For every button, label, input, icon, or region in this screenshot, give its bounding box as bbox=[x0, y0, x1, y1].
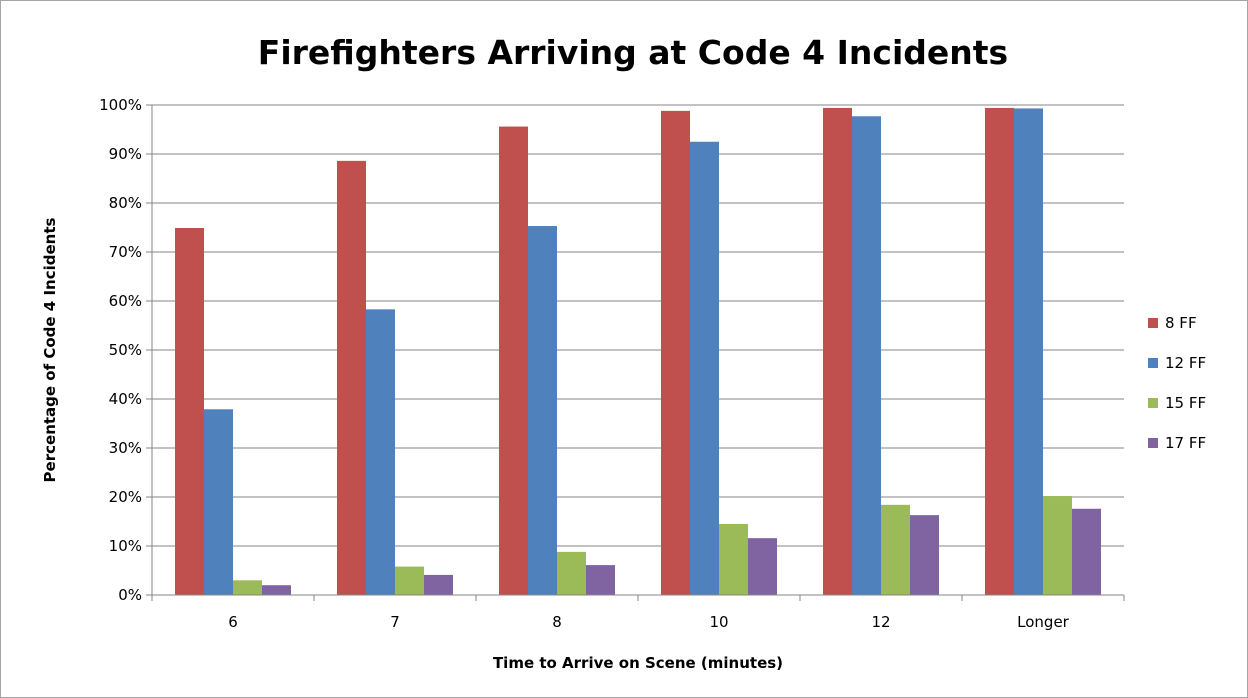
legend-swatch bbox=[1148, 438, 1158, 448]
x-tick-label: 6 bbox=[228, 613, 238, 631]
x-tick-label: 8 bbox=[552, 613, 562, 631]
bar bbox=[852, 116, 881, 596]
bar bbox=[366, 309, 395, 595]
gridlines bbox=[152, 104, 1124, 547]
bar bbox=[528, 226, 557, 595]
x-axis-ticks: 6 7 8 10 12 Longer bbox=[151, 595, 1125, 631]
x-axis-title: Time to Arrive on Scene (minutes) bbox=[493, 654, 783, 672]
bars bbox=[175, 107, 1101, 596]
y-tick-label: 60% bbox=[109, 292, 142, 310]
y-tick-label: 50% bbox=[109, 341, 142, 359]
y-tick-label: 10% bbox=[109, 537, 142, 555]
legend-swatch bbox=[1148, 358, 1158, 368]
y-tick-label: 90% bbox=[109, 145, 142, 163]
legend-swatch bbox=[1148, 398, 1158, 408]
legend-label: 12 FF bbox=[1165, 354, 1206, 372]
x-tick-label: Longer bbox=[1017, 613, 1070, 631]
bar bbox=[557, 551, 586, 595]
bar bbox=[262, 585, 291, 595]
chart-title: Firefighters Arriving at Code 4 Incident… bbox=[258, 33, 1008, 72]
bar bbox=[1072, 508, 1101, 595]
y-tick-label: 80% bbox=[109, 194, 142, 212]
bar bbox=[337, 160, 366, 596]
bar bbox=[985, 107, 1014, 595]
y-tick-label: 70% bbox=[109, 243, 142, 261]
bar bbox=[1043, 496, 1072, 595]
bar bbox=[499, 126, 528, 595]
bar bbox=[910, 515, 939, 595]
x-tick-label: 12 bbox=[871, 613, 890, 631]
bar bbox=[1014, 108, 1043, 596]
y-tick-label: 0% bbox=[118, 586, 142, 604]
y-tick-label: 30% bbox=[109, 439, 142, 457]
legend-label: 17 FF bbox=[1165, 434, 1206, 452]
bar bbox=[586, 565, 615, 595]
bar bbox=[204, 409, 233, 595]
bar bbox=[661, 110, 690, 595]
bar bbox=[823, 107, 852, 595]
legend-label: 15 FF bbox=[1165, 394, 1206, 412]
legend-swatch bbox=[1148, 318, 1158, 328]
y-tick-label: 20% bbox=[109, 488, 142, 506]
bar bbox=[719, 523, 748, 595]
y-axis-title: Percentage of Code 4 Incidents bbox=[41, 217, 59, 482]
bar bbox=[424, 574, 453, 595]
legend-label: 8 FF bbox=[1165, 314, 1197, 332]
bar bbox=[748, 538, 777, 595]
bar bbox=[881, 504, 910, 595]
y-axis-ticks: 0% 10% 20% 30% 40% 50% 60% 70% 80% 90% 100% bbox=[99, 96, 152, 604]
bar bbox=[395, 566, 424, 595]
bar bbox=[175, 227, 204, 596]
y-tick-label: 100% bbox=[99, 96, 142, 114]
legend: 8 FF 12 FF 15 FF 17 FF bbox=[1148, 314, 1206, 452]
bar bbox=[233, 580, 262, 595]
y-tick-label: 40% bbox=[109, 390, 142, 408]
x-tick-label: 7 bbox=[390, 613, 400, 631]
bar bbox=[690, 141, 719, 595]
x-tick-label: 10 bbox=[709, 613, 728, 631]
